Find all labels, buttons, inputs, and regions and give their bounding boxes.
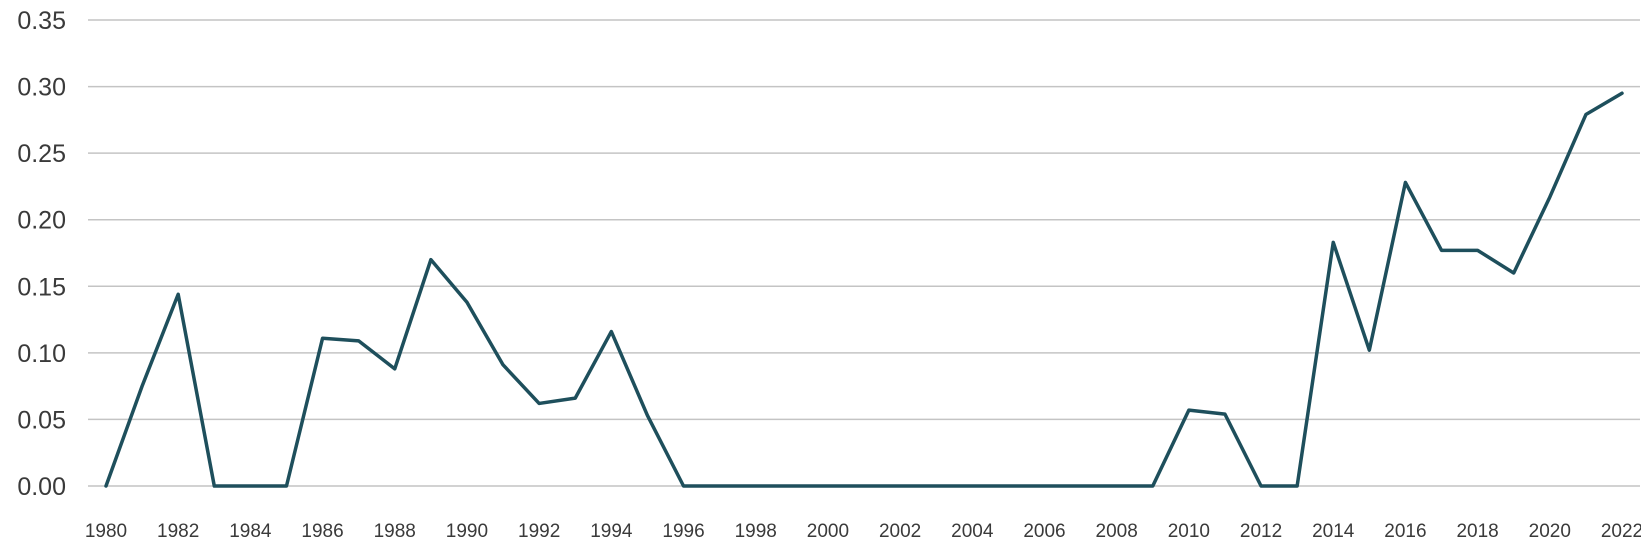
x-tick-label: 1980 [85,521,127,542]
x-tick-label: 2004 [951,521,994,542]
x-tick-label: 1982 [157,521,199,542]
series-line [104,91,1624,488]
x-tick-label: 1998 [735,521,777,542]
x-tick-label: 2016 [1384,521,1426,542]
y-tick-label: 0.20 [17,207,66,235]
y-tick-label: 0.05 [17,406,66,434]
x-tick-label: 1992 [518,521,560,542]
y-tick-label: 0.10 [17,340,66,368]
y-tick-label: 0.30 [17,74,66,102]
x-tick-label: 1988 [374,521,416,542]
x-tick-label: 2002 [879,521,921,542]
series-layer [104,91,1624,488]
y-tick-label: 0.25 [17,140,66,168]
x-tick-label: 2020 [1529,521,1571,542]
x-tick-label: 2022 [1601,521,1641,542]
x-tick-label: 1984 [229,521,272,542]
y-tick-label: 0.15 [17,273,66,301]
x-tick-label: 2000 [807,521,849,542]
x-tick-label: 2012 [1240,521,1282,542]
x-tick-label: 1990 [446,521,488,542]
x-tick-label: 2010 [1168,521,1210,542]
x-tick-label: 1996 [662,521,704,542]
x-axis-tick-labels: 1980 1982 1984 1986 1988 1990 1992 1994 1996 1998… [85,521,1641,542]
x-tick-label: 2008 [1096,521,1138,542]
x-tick-label: 1994 [590,521,633,542]
y-tick-label: 0.00 [17,473,66,501]
gridlines [88,19,1640,487]
x-tick-label: 2014 [1312,521,1355,542]
y-tick-label: 0.35 [17,7,66,35]
x-tick-label: 2018 [1456,521,1498,542]
x-tick-label: 1986 [301,521,343,542]
y-axis-tick-labels: 0.00 0.05 0.10 0.15 0.20 0.25 0.30 0.35 [17,7,66,501]
x-tick-label: 2006 [1023,521,1065,542]
